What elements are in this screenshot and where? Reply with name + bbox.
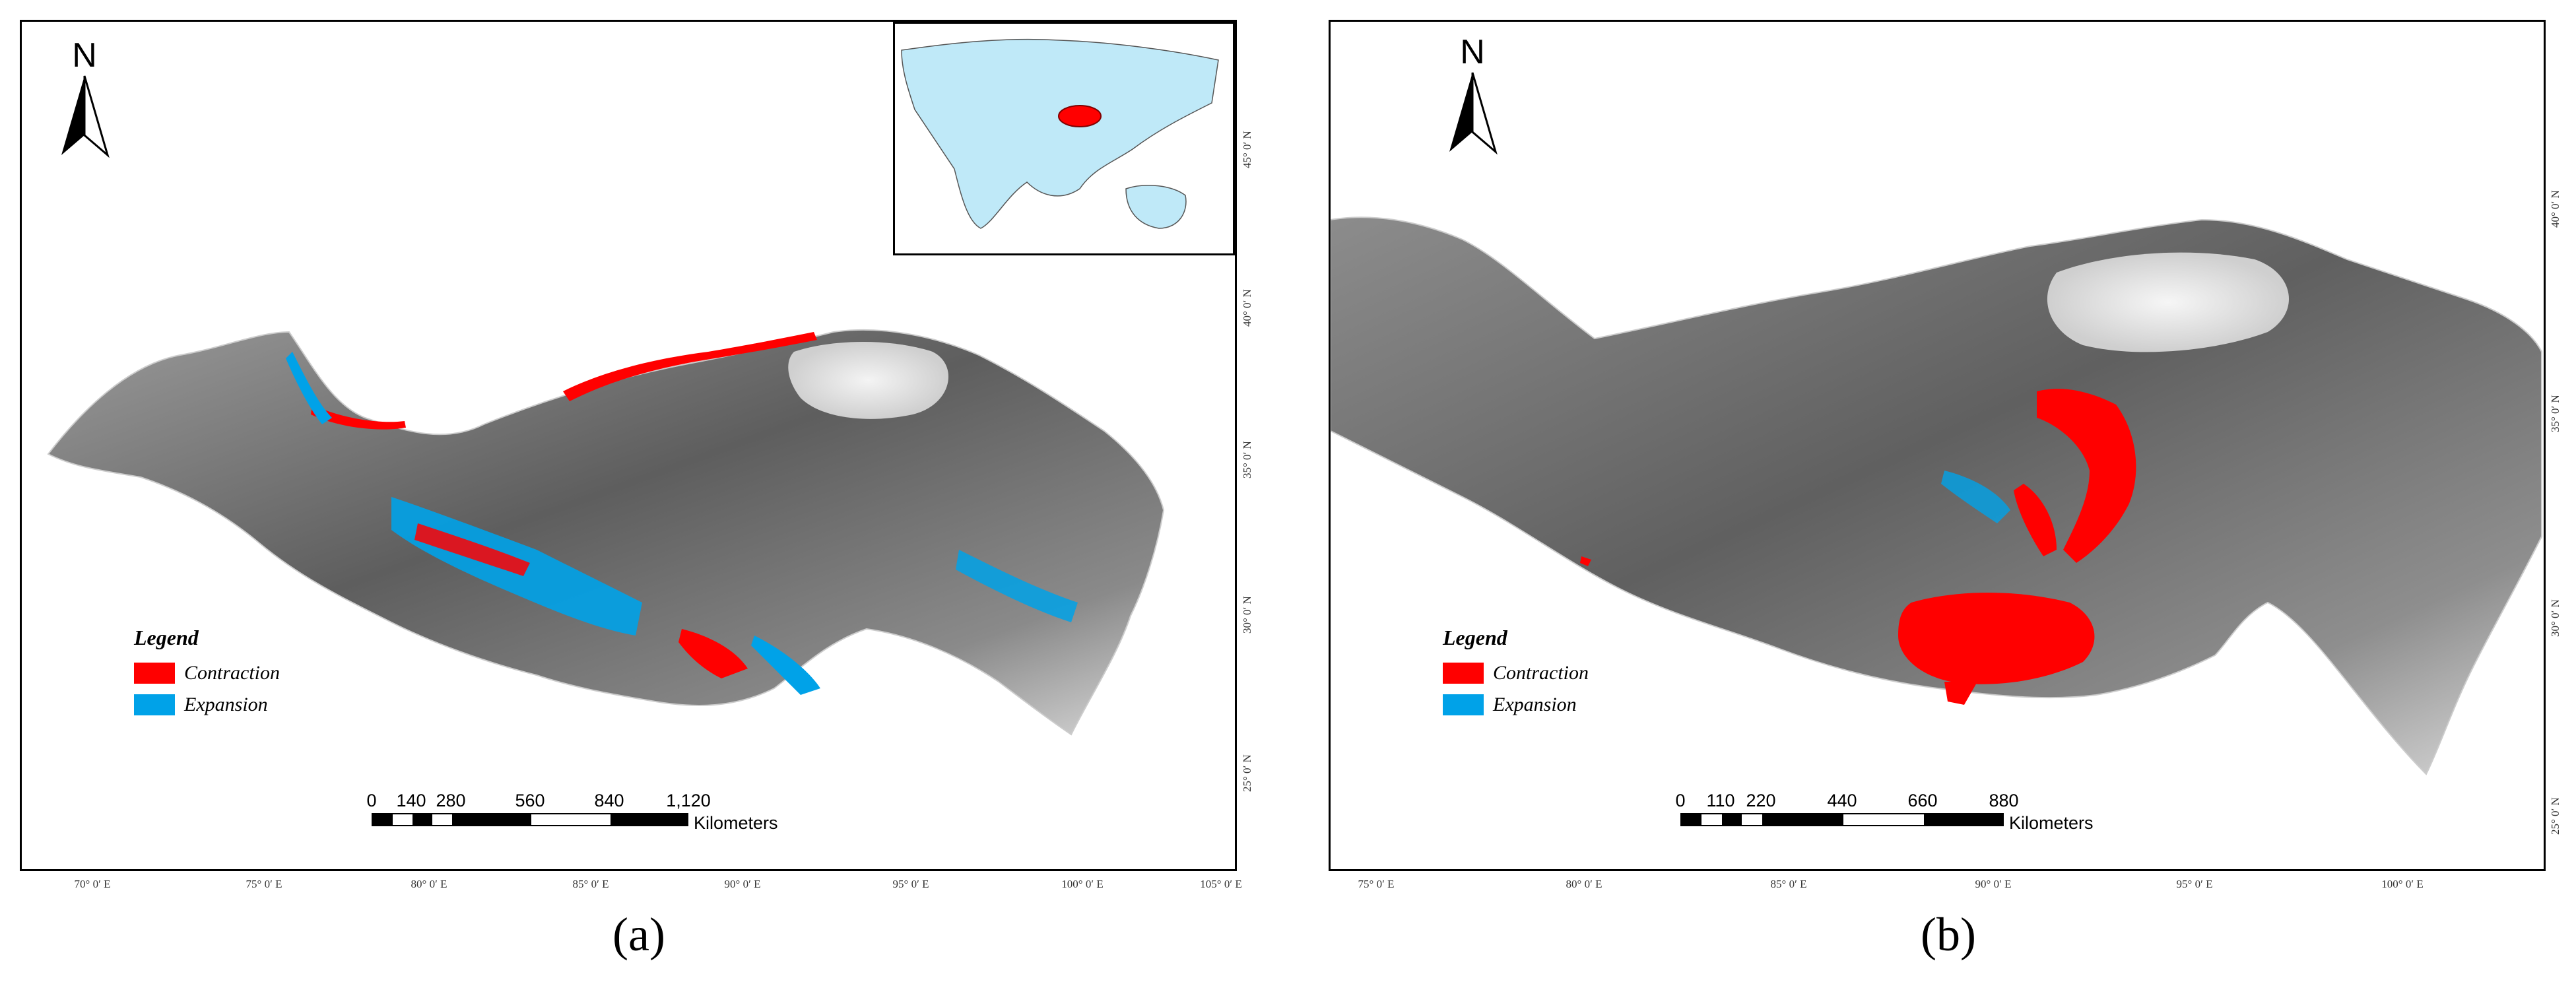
legend-label: Expansion [184,694,268,715]
legend-b: Legend Contraction Expansion [1443,626,1589,725]
lon-label: 90° 0′ E [1975,878,2012,890]
lat-label: 30° 0′ N [2549,599,2561,637]
contraction-swatch [1443,663,1484,684]
contraction-west [311,405,406,430]
legend-item-expansion: Expansion [1443,694,1589,716]
contraction-swatch [134,663,175,684]
qaidam-basin [788,342,948,419]
legend-title: Legend [1443,626,1507,649]
panel-label-a: (a) [612,908,665,961]
expansion-south [751,636,820,695]
legend-item-contraction: Contraction [134,662,280,684]
lat-label: 45° 0′ N [1241,131,1253,168]
scale-bar-segments [1680,813,2004,826]
lon-label: 85° 0′ E [572,878,609,890]
contraction-small-west [1580,556,1591,566]
lon-label: 85° 0′ E [1770,878,1807,890]
north-arrow-b: N [1446,35,1499,158]
panel-label-b: (b) [1921,908,1976,961]
lon-label: 70° 0′ E [74,878,111,890]
inset-study-area [1058,105,1102,127]
scale-tick: 140 [396,791,426,810]
inset-locator-map [893,22,1235,255]
scale-tick: 840 [594,791,624,810]
scale-tick: 110 [1706,791,1735,810]
inset-landmass [901,38,1219,229]
expansion-central-west [1941,471,2010,523]
legend-label: Contraction [184,662,281,684]
legend-label: Expansion [1493,694,1577,715]
scale-bar-b: 0 110 220 440 660 880 Kilometers [1675,791,2093,833]
contraction-south-tip [1944,682,1977,705]
contraction-north-rim [563,332,817,401]
scale-tick: 1,120 [666,791,711,810]
inset-australia [1125,185,1187,229]
lon-label: 95° 0′ E [2176,878,2213,890]
legend-a: Legend Contraction Expansion [134,626,280,725]
lat-label: 35° 0′ N [1241,441,1253,478]
lon-label: 105° 0′ E [1200,878,1242,890]
legend-title: Legend [134,626,199,649]
legend-item-expansion: Expansion [134,694,280,716]
scale-tick: 0 [366,791,377,810]
map-panel-a: N Legend Contraction Expansion 0 140 280… [20,20,1237,871]
lon-label: 80° 0′ E [411,878,447,890]
scale-tick: 0 [1675,791,1686,810]
plateau-terrain-map [1331,216,2542,775]
north-arrow-letter: N [72,36,97,75]
north-arrow-letter: N [1460,33,1485,71]
expansion-east [956,550,1078,622]
legend-item-contraction: Contraction [1443,662,1589,684]
lon-label: 95° 0′ E [892,878,929,890]
scale-tick: 880 [1989,791,2019,810]
north-arrow-icon [61,75,110,158]
contraction-central [2014,484,2057,556]
contraction-southwest [414,523,530,576]
contraction-south [1898,593,2095,684]
scale-unit: Kilometers [694,813,778,833]
scale-tick: 560 [515,791,545,810]
lon-label: 80° 0′ E [1566,878,1602,890]
lat-label: 30° 0′ N [1241,596,1253,634]
lon-label: 75° 0′ E [246,878,282,890]
expansion-swatch [134,694,175,715]
scale-tick: 660 [1907,791,1938,810]
plateau-outline [1331,216,2542,775]
north-arrow-icon [1449,72,1498,155]
lat-label: 35° 0′ N [2549,395,2561,432]
lat-label: 25° 0′ N [2549,797,2561,835]
lon-label: 90° 0′ E [724,878,761,890]
qaidam-basin [2047,252,2290,352]
lat-label: 40° 0′ N [2549,190,2561,228]
lon-label: 100° 0′ E [1061,878,1104,890]
asia-inset-svg [901,38,1219,229]
scale-tick: 440 [1827,791,1857,810]
scale-tick: 280 [436,791,466,810]
scale-bar-segments [372,813,688,826]
expansion-northwest [286,352,332,424]
plateau-terrain-map [47,329,1165,736]
lon-label: 100° 0′ E [2381,878,2424,890]
lat-label: 40° 0′ N [1241,289,1253,327]
scale-bar-a: 0 140 280 560 840 1,120 Kilometers [366,791,777,833]
contraction-central-north [2037,389,2136,563]
scale-tick: 220 [1746,791,1776,810]
lat-label: 25° 0′ N [1241,754,1253,792]
lon-label: 75° 0′ E [1358,878,1395,890]
scale-unit: Kilometers [2009,813,2094,833]
north-arrow-a: N [58,38,111,162]
expansion-swatch [1443,694,1484,715]
map-panel-b: N Legend Contraction Expansion 0 110 220… [1329,20,2546,871]
contraction-south [678,629,748,678]
legend-label: Contraction [1493,662,1589,684]
